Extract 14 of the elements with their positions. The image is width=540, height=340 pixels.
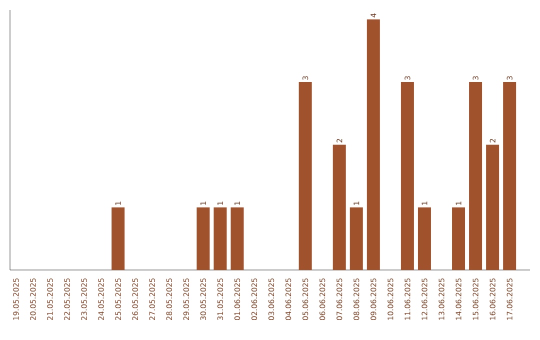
bar [214,207,227,270]
bar [332,144,346,270]
bar [196,207,210,270]
bar [469,82,482,270]
bar [350,207,363,270]
bar [400,82,414,270]
bar [298,82,312,270]
bar [486,144,500,270]
bar [112,207,125,270]
bar [366,19,380,270]
bar [503,82,516,270]
bar [418,207,431,270]
bar [452,207,466,270]
bar [230,207,244,270]
